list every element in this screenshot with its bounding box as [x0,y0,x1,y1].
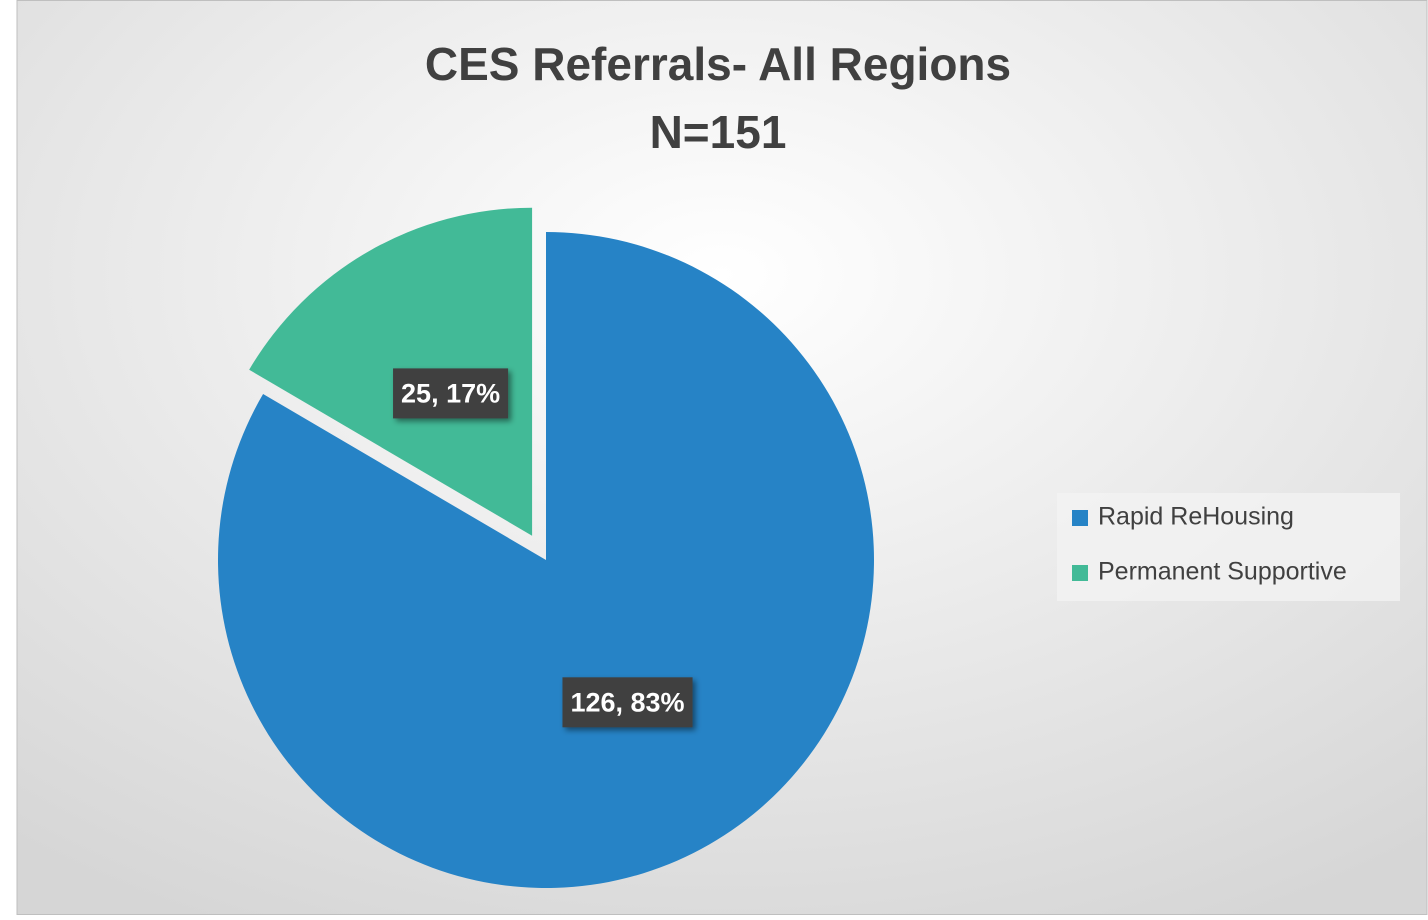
legend-label: Rapid ReHousing [1098,503,1294,531]
data-label: 126, 83% [570,687,684,717]
data-label-box [562,677,693,728]
legend-box [1057,493,1400,601]
chart-subtitle: N=151 [650,106,787,158]
legend-swatch [1072,510,1088,526]
legend-label: Permanent Supportive [1098,558,1347,586]
legend-swatch [1072,565,1088,581]
chart-title: CES Referrals- All Regions [425,38,1011,90]
data-label: 25, 17% [401,379,500,409]
pie-slice [249,207,533,536]
data-label-box [393,368,509,419]
pie-slice [218,232,874,889]
